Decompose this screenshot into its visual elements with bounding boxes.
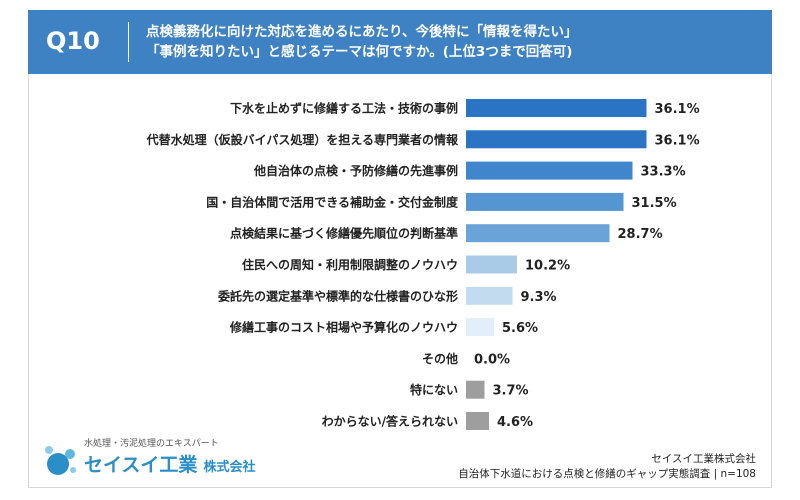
category-label: 特にない	[410, 382, 458, 397]
bar	[466, 318, 494, 337]
value-label: 31.5%	[632, 196, 677, 211]
value-label: 3.7%	[493, 384, 529, 399]
source-survey: 自治体下水道における点検と修繕のギャップ実態調査 | n=108	[458, 468, 756, 480]
value-label: 10.2%	[525, 259, 570, 274]
value-label: 33.3%	[641, 165, 686, 180]
category-label: 下水を止めずに修繕する工法・技術の事例	[230, 101, 458, 116]
category-label: その他	[422, 351, 458, 366]
chart-frame	[28, 10, 772, 488]
value-label: 4.6%	[497, 415, 533, 430]
category-label: 住民への周知・利用制限調整のノウハウ	[242, 257, 458, 272]
value-label: 36.1%	[655, 133, 700, 148]
bar	[466, 192, 624, 211]
question-line-2: 「事例を知りたい」と感じるテーマは何ですか。(上位3つまで回答可)	[146, 44, 573, 60]
bar	[466, 255, 517, 274]
header-divider	[128, 22, 129, 62]
bar	[466, 286, 513, 305]
source-company: セイスイ工業株式会社	[651, 453, 756, 465]
bar	[466, 130, 647, 149]
category-label: わからない/答えられない	[322, 414, 458, 429]
bar	[466, 380, 485, 399]
value-label: 0.0%	[474, 352, 510, 367]
category-label: 点検結果に基づく修繕優先順位の判断基準	[230, 226, 458, 241]
category-label: 委託先の選定基準や標準的な仕様書のひな形	[217, 288, 458, 303]
source-note: セイスイ工業株式会社 自治体下水道における点検と修繕のギャップ実態調査 | n=…	[396, 452, 756, 482]
value-label: 28.7%	[618, 227, 663, 242]
brand-tagline: 水処理・汚泥処理のエキスパート	[84, 439, 219, 449]
bar	[466, 224, 610, 243]
brand-name-suffix: 株式会社	[203, 460, 256, 475]
brand-logo: 水処理・汚泥処理のエキスパート セイスイ工業 株式会社	[40, 436, 300, 484]
value-label: 9.3%	[521, 290, 557, 305]
brand-name: セイスイ工業 株式会社	[84, 450, 255, 477]
value-label: 36.1%	[655, 102, 700, 117]
question-number: Q10	[46, 27, 100, 55]
category-label: 修繕工事のコスト相場や予算化のノウハウ	[229, 320, 458, 335]
brand-name-main: セイスイ工業	[84, 454, 198, 476]
category-label: 代替水処理（仮設バイパス処理）を担える専門業者の情報	[146, 132, 459, 147]
question-header: Q10 点検義務化に向けた対応を進めるにあたり、今後特に「情報を得たい」 「事例…	[28, 10, 772, 74]
bar	[466, 99, 647, 117]
category-label: 国・自治体間で活用できる補助金・交付金制度	[206, 194, 459, 209]
question-line-1: 点検義務化に向けた対応を進めるにあたり、今後特に「情報を得たい」	[146, 24, 578, 40]
category-label: 他自治体の点検・予防修繕の先進事例	[253, 163, 458, 178]
bar	[466, 412, 489, 430]
bar	[466, 161, 633, 180]
question-text: 点検義務化に向けた対応を進めるにあたり、今後特に「情報を得たい」 「事例を知りた…	[146, 22, 756, 62]
value-label: 5.6%	[502, 321, 538, 336]
water-drop-logo-icon	[45, 446, 76, 475]
